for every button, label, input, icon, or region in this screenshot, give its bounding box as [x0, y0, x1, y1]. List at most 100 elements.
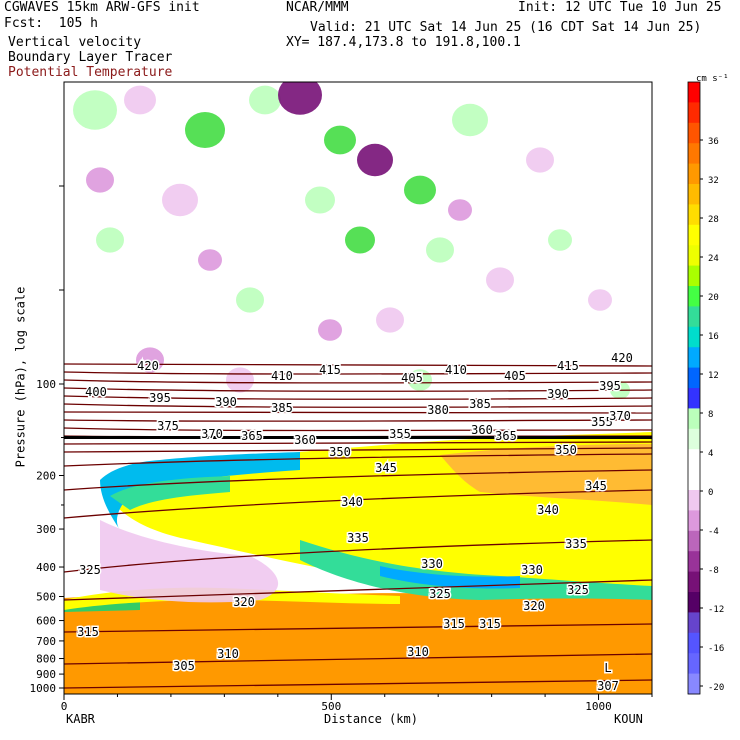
colorbar-tick-label: 28 — [708, 215, 719, 225]
theta-contour — [64, 453, 652, 467]
colorbar-tick-label: -12 — [708, 605, 724, 615]
theta-contour — [64, 427, 652, 432]
colorbar-tick-label: 8 — [708, 410, 713, 420]
vv-cell — [452, 103, 488, 137]
colorbar-tick-label: 16 — [708, 332, 719, 342]
colorbar-swatch — [688, 82, 700, 103]
theta-label: 325 — [429, 587, 451, 601]
theta-label: 365 — [241, 429, 263, 443]
vv-cell — [548, 229, 572, 251]
colorbar-swatch — [688, 469, 700, 491]
colorbar-swatch — [688, 510, 700, 532]
x-axis-title: Distance (km) — [324, 712, 418, 726]
theta-label: 385 — [469, 397, 491, 411]
colorbar-tick-label: 32 — [708, 176, 719, 186]
theta-contour — [64, 469, 652, 491]
y-tick-label: 900 — [36, 668, 56, 681]
colorbar-swatch — [688, 428, 700, 450]
field-potential-temperature: Potential Temperature — [8, 65, 173, 80]
vv-cell — [198, 249, 222, 271]
theta-label: 305 — [173, 659, 195, 673]
theta-label: 360 — [471, 423, 493, 437]
colorbar-swatch — [688, 490, 700, 511]
theta-label: 350 — [329, 445, 351, 459]
vv-cell — [588, 289, 612, 311]
colorbar-tick-label: 4 — [708, 449, 713, 459]
vv-cell — [236, 287, 264, 313]
vv-cell — [376, 307, 404, 333]
theta-label: 310 — [217, 647, 239, 661]
colorbar-swatch — [688, 347, 700, 369]
colorbar-swatch — [688, 224, 700, 246]
y-tick-label: 400 — [36, 561, 56, 574]
vv-cell — [426, 237, 454, 263]
vv-cell — [136, 347, 164, 373]
theta-label: 390 — [547, 387, 569, 401]
theta-label: 355 — [389, 427, 411, 441]
x-tick-label: 1000 — [585, 700, 612, 713]
theta-contour — [64, 679, 652, 689]
theta-label: 420 — [137, 359, 159, 373]
theta-label: 320 — [523, 599, 545, 613]
vv-cell — [124, 85, 156, 115]
theta-label: 385 — [271, 401, 293, 415]
colorbar-swatch — [688, 163, 700, 185]
plot-frame — [63, 81, 653, 695]
colorbar-swatch — [688, 102, 700, 124]
theta-label: 395 — [599, 379, 621, 393]
theta-label: 330 — [521, 563, 543, 577]
theta-contour — [64, 371, 652, 375]
colorbar-swatch — [688, 673, 700, 695]
colorbar-swatch — [688, 449, 700, 471]
theta-label: 365 — [495, 429, 517, 443]
colorbar-tick-label: 36 — [708, 137, 719, 147]
theta-label: 340 — [341, 495, 363, 509]
colorbar-tick-label: 0 — [708, 488, 713, 498]
theta-label: 360 — [294, 433, 316, 447]
theta-contour — [64, 653, 652, 665]
vv-cell — [357, 143, 393, 177]
vv-cell — [324, 125, 356, 155]
valid-time: Valid: 21 UTC Sat 14 Jun 25 (16 CDT Sat … — [310, 20, 702, 35]
colorbar-swatch — [688, 122, 700, 144]
theta-label: 345 — [585, 479, 607, 493]
colorbar-unit: cm s⁻¹ — [696, 74, 729, 84]
theta-label: 370 — [609, 409, 631, 423]
colorbar-frame — [687, 81, 701, 695]
theta-label: 315 — [77, 625, 99, 639]
colorbar-tick-label: 12 — [708, 371, 719, 381]
vv-cell — [526, 147, 554, 173]
theta-label: 350 — [555, 443, 577, 457]
theta-label: 405 — [401, 371, 423, 385]
colorbar-swatch — [688, 632, 700, 654]
vv-cell — [408, 369, 432, 391]
colorbar-swatch — [688, 326, 700, 348]
theta-label: 330 — [421, 557, 443, 571]
theta-label: 335 — [565, 537, 587, 551]
vv-cell — [96, 227, 124, 253]
y-tick-label: 700 — [36, 635, 56, 648]
theta-label: 405 — [504, 369, 526, 383]
colorbar-swatch — [688, 265, 700, 287]
colorbar-swatch — [688, 306, 700, 328]
field-pink-low — [100, 520, 279, 603]
colorbar-swatch — [688, 204, 700, 226]
theta-contour — [64, 489, 652, 519]
theta-label: L — [604, 661, 611, 675]
cross-section-endpoints: XY= 187.4,173.8 to 191.8,100.1 — [286, 35, 521, 50]
colorbar-swatch — [688, 184, 700, 205]
theta-label: 390 — [215, 395, 237, 409]
theta-label: 410 — [271, 369, 293, 383]
theta-label: 395 — [149, 391, 171, 405]
colorbar-tick-label: -4 — [708, 527, 719, 537]
colorbar-swatch — [688, 408, 700, 430]
theta-label: 375 — [157, 419, 179, 433]
colorbar-swatch — [688, 571, 700, 593]
colorbar-swatch — [688, 592, 700, 613]
theta-label: 410 — [445, 363, 467, 377]
field-bl-tracer: Boundary Layer Tracer — [8, 50, 173, 65]
theta-label: 335 — [347, 531, 369, 545]
theta-label: 320 — [233, 595, 255, 609]
y-tick-label: 100 — [36, 378, 56, 391]
theta-contour — [64, 387, 652, 392]
